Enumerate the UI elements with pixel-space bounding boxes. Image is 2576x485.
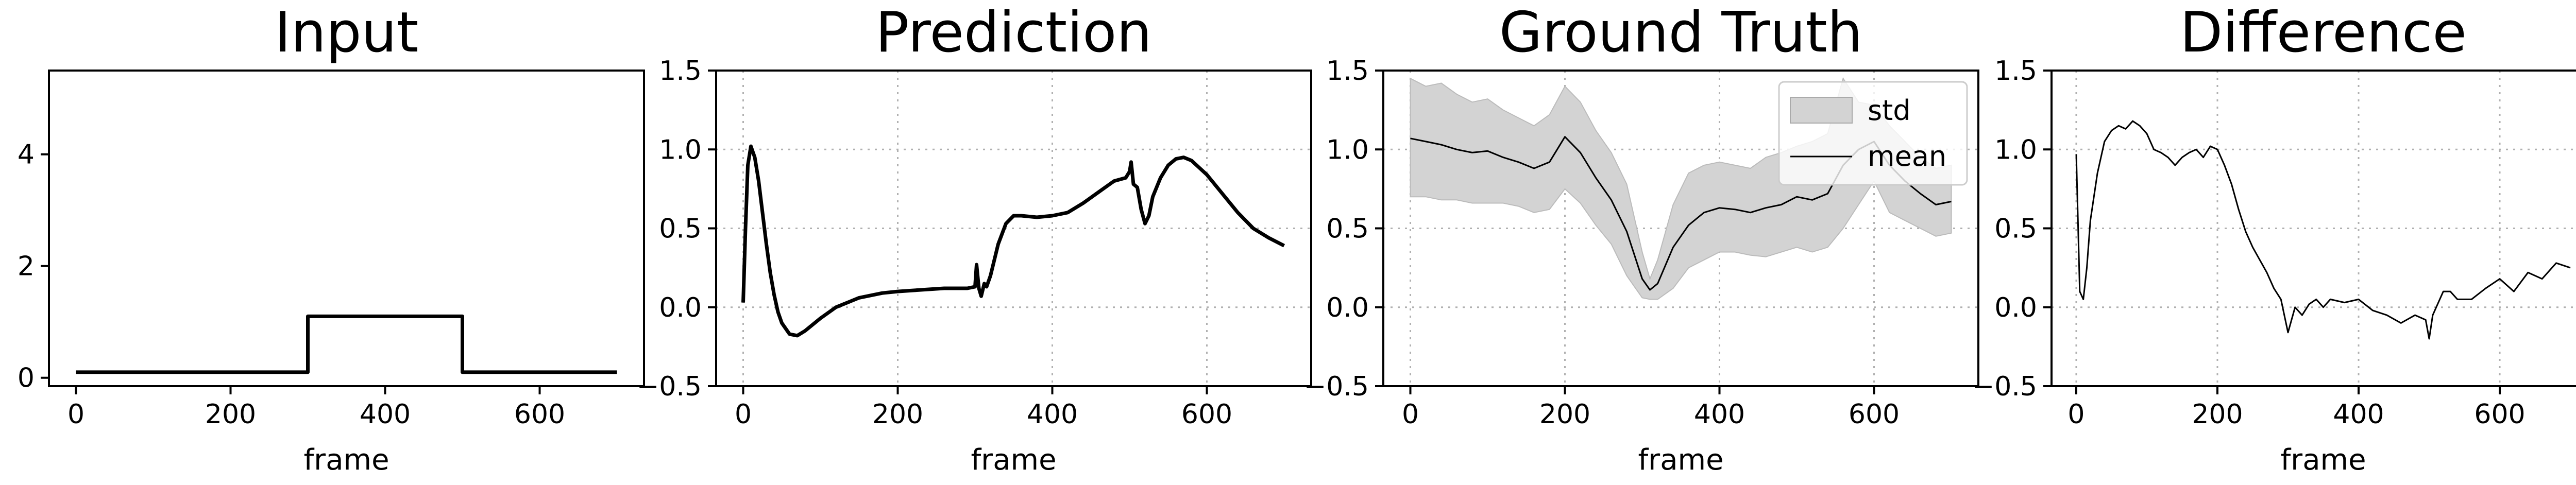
y-tick-label: 0.0 (1326, 292, 1369, 323)
x-tick-label: 600 (2474, 399, 2525, 430)
input-plot-area (76, 314, 617, 374)
input-series-line (76, 314, 617, 374)
ground-truth-x-axis-label: frame (1638, 443, 1723, 477)
panel-prediction: 0 200 400 600 −0.5 0.0 0.5 1.0 1.5 Prediction fram… (637, 1, 1312, 477)
difference-title: Difference (2180, 1, 2467, 65)
difference-series-line (2075, 120, 2571, 340)
y-tick-label: 4 (18, 140, 35, 170)
x-tick-label: 600 (1849, 399, 1900, 430)
x-tick-label: 200 (872, 399, 923, 430)
legend-swatch-std (1790, 97, 1853, 124)
legend-label-std: std (1868, 94, 1911, 127)
x-tick-label: 200 (1539, 399, 1590, 430)
prediction-title: Prediction (875, 1, 1152, 65)
x-tick-label: 0 (2067, 399, 2084, 430)
y-tick-label: −0.5 (637, 371, 702, 402)
prediction-x-axis-label: frame (971, 443, 1056, 477)
x-tick-label: 400 (1027, 399, 1078, 430)
y-tick-label: 1.0 (1326, 134, 1369, 165)
difference-plot-area (2075, 120, 2571, 340)
panel-difference: 0 200 400 600 −0.5 0.0 0.5 1.0 1.5 Difference fram… (1972, 1, 2576, 477)
y-tick-label: −0.5 (1972, 371, 2037, 402)
ground-truth-title: Ground Truth (1499, 1, 1862, 65)
y-tick-label: 2 (18, 251, 35, 282)
x-tick-label: 400 (1694, 399, 1745, 430)
x-tick-label: 0 (1402, 399, 1419, 430)
y-tick-label: 0.0 (659, 292, 702, 323)
difference-axes-frame (2050, 70, 2576, 387)
y-tick-label: 0.5 (659, 214, 702, 245)
x-tick-label: 0 (67, 399, 84, 430)
y-tick-label: 0.5 (1994, 214, 2037, 245)
y-tick-label: 1.5 (659, 56, 702, 86)
x-tick-label: 0 (735, 399, 752, 430)
difference-x-axis-label: frame (2280, 443, 2366, 477)
std-band (1410, 77, 1952, 300)
y-tick-label: 1.0 (1994, 134, 2037, 165)
y-tick-label: 1.5 (1326, 56, 1369, 86)
y-tick-label: 1.0 (659, 134, 702, 165)
x-tick-label: 200 (2192, 399, 2243, 430)
prediction-plot-area (741, 144, 1285, 338)
y-tick-label: −0.5 (1304, 371, 1369, 402)
legend-label-mean: mean (1868, 140, 1946, 172)
input-title: Input (275, 1, 419, 65)
y-tick-label: 0.0 (1994, 292, 2037, 323)
x-tick-label: 600 (1181, 399, 1232, 430)
y-tick-label: 0.5 (1326, 214, 1369, 245)
y-tick-label: 1.5 (1994, 56, 2037, 86)
input-x-axis-label: frame (303, 443, 389, 477)
x-tick-label: 400 (360, 399, 411, 430)
panel-input: 0 200 400 600 0 2 4 Input frame (18, 1, 645, 477)
input-axes-frame (48, 70, 645, 387)
prediction-series-line (741, 144, 1285, 338)
x-tick-label: 200 (205, 399, 256, 430)
panel-ground-truth: 0 200 400 600 −0.5 0.0 0.5 1.0 1.5 Ground Truth fr… (1304, 1, 1979, 477)
x-tick-label: 400 (2333, 399, 2384, 430)
legend: std mean (1778, 81, 1968, 186)
x-tick-label: 600 (514, 399, 565, 430)
y-tick-label: 0 (18, 363, 35, 394)
